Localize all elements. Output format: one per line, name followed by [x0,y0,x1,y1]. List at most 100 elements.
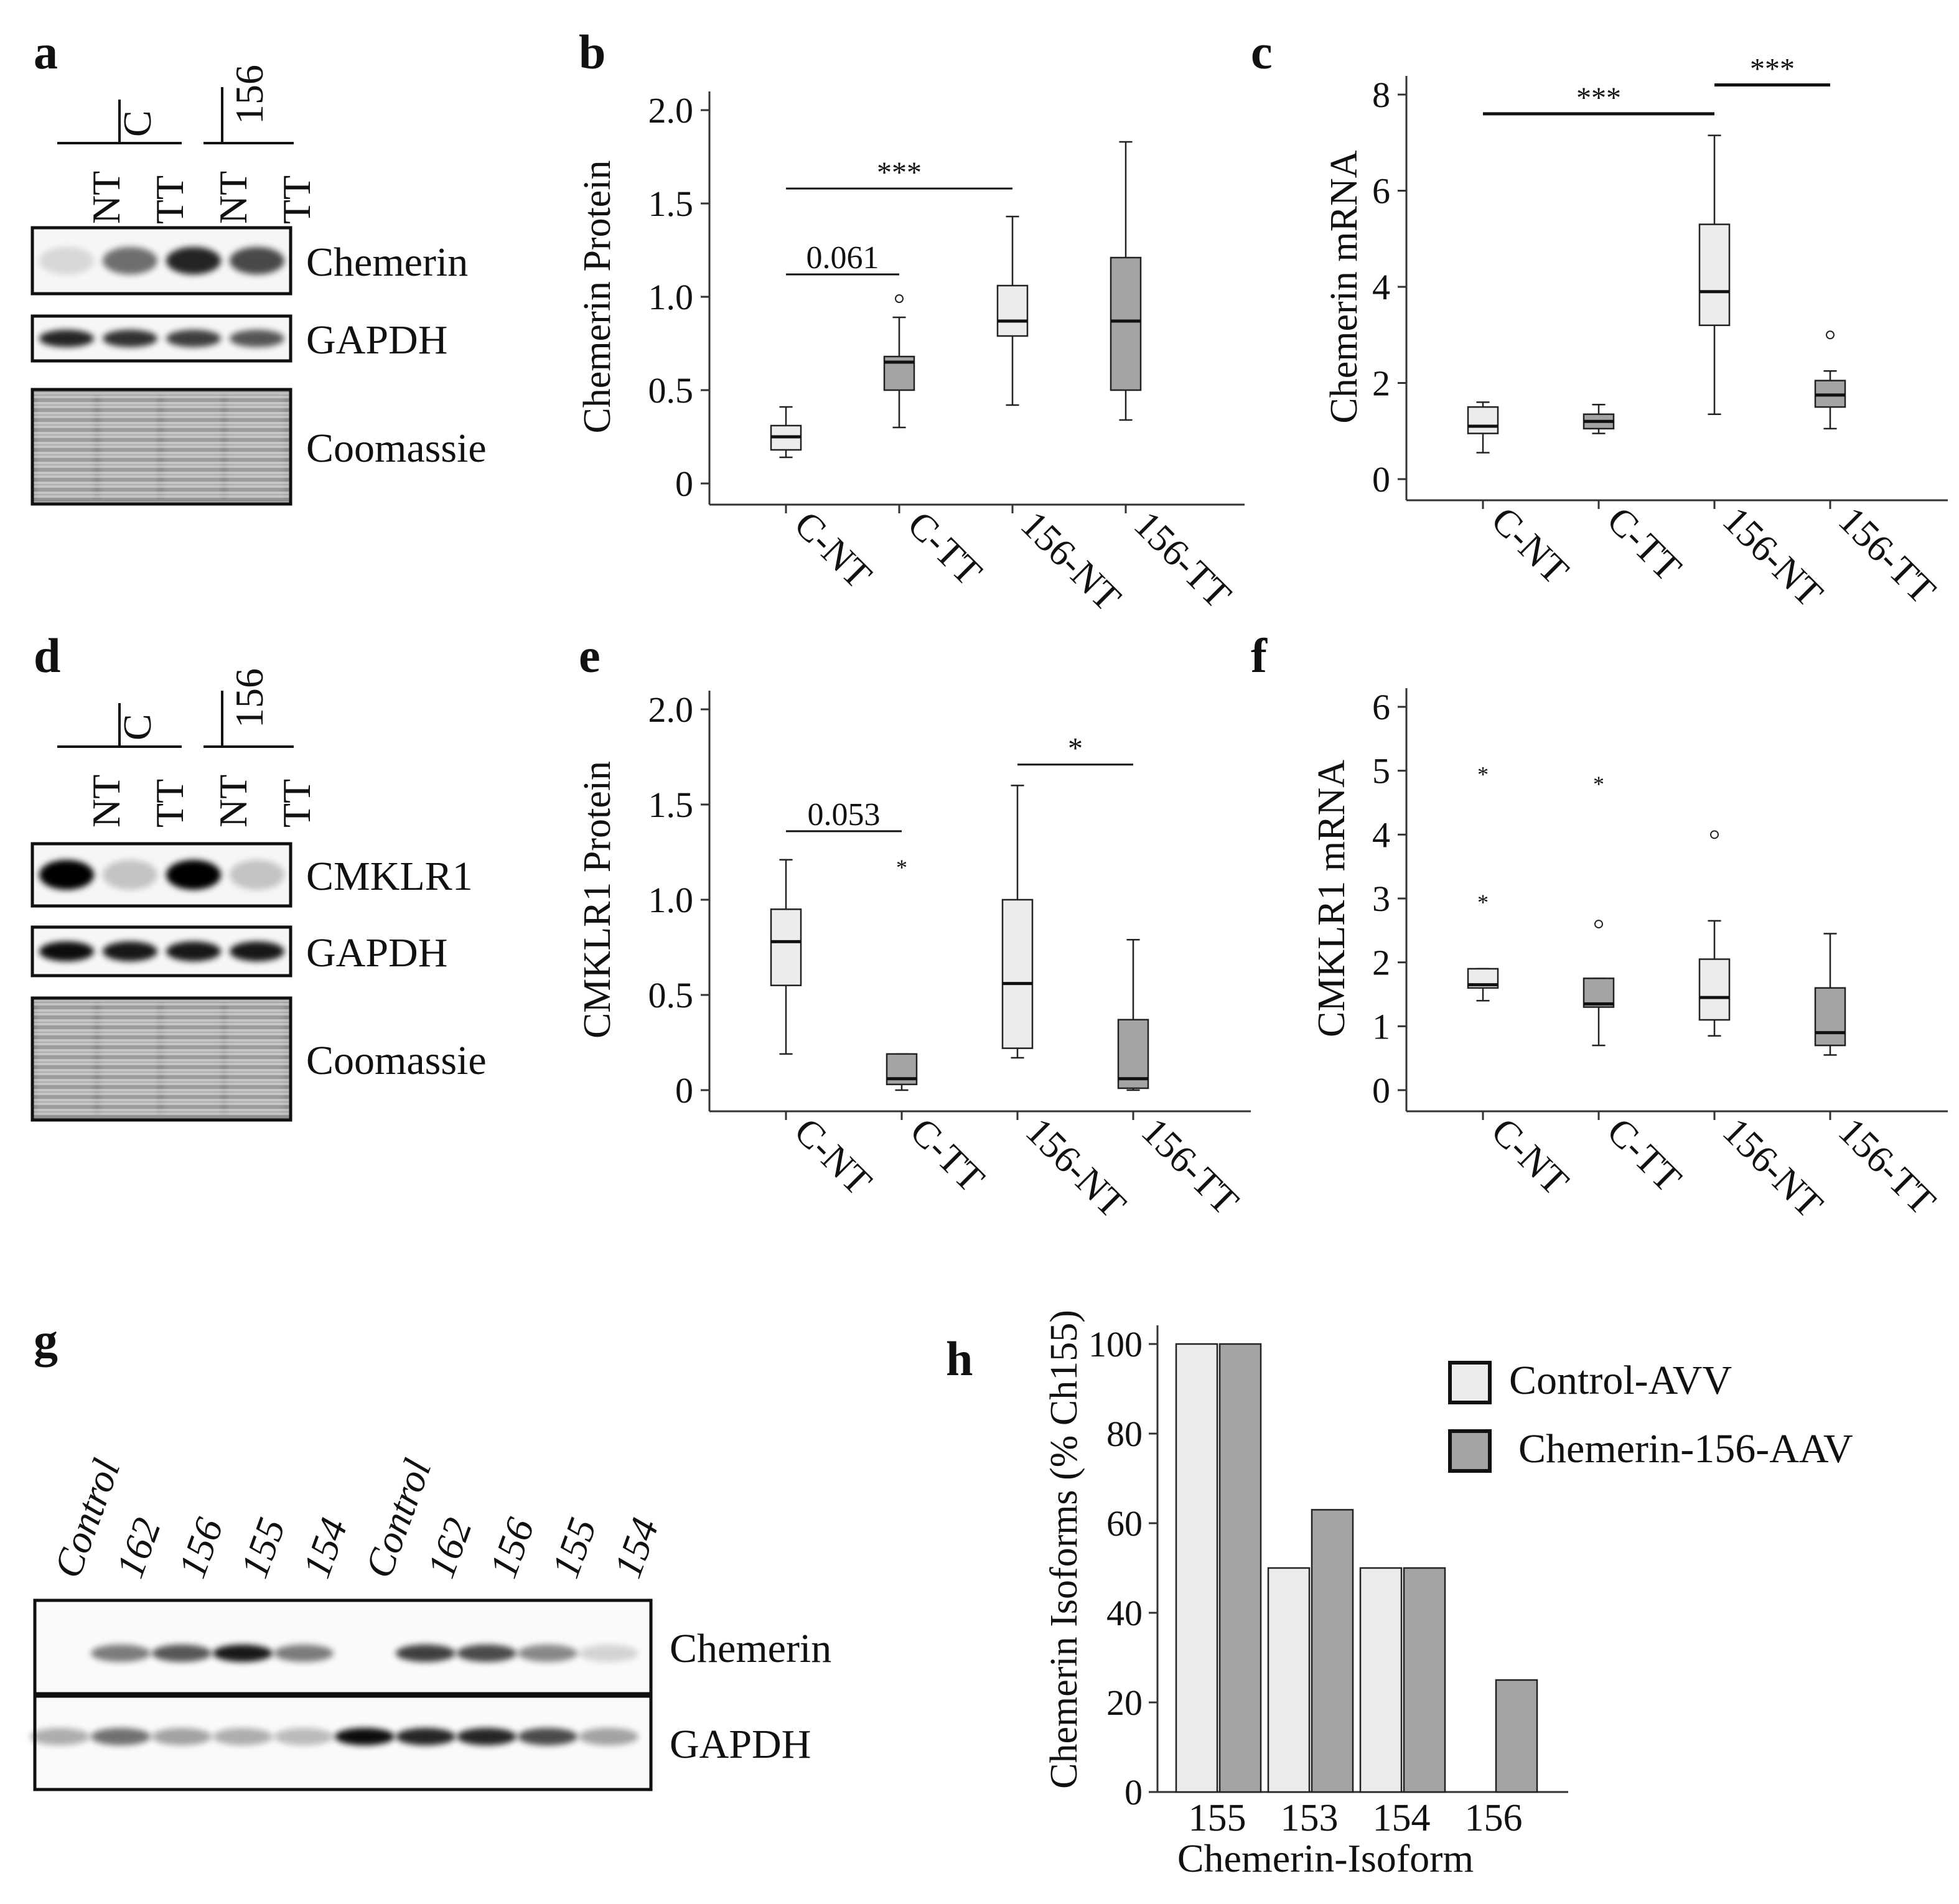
x-tick-label: 156 [1465,1797,1523,1839]
box-iqr [996,284,1029,337]
y-tick-label: 0 [675,1070,693,1111]
box-3 [996,215,1029,406]
significance-label: 0.053 [808,797,881,833]
bar-156-chemerin [1495,1679,1538,1793]
coomassie-lane [37,394,93,499]
box-1: ** [1467,762,1499,1002]
box-2: * [886,855,918,1091]
blot-frame [30,925,292,978]
outlier-star: * [1477,762,1489,787]
box-iqr [1117,1019,1149,1090]
y-tick-label: 20 [1106,1682,1143,1723]
box-4 [1117,939,1149,1091]
x-axis-title: Chemerin-Isoform [1177,1836,1474,1880]
blot-strip-chemerin: Chemerin [30,226,468,296]
protein-band [39,330,94,347]
outlier-star: * [1593,772,1604,796]
legend-swatch [1448,1429,1492,1473]
significance-label: *** [1576,82,1621,114]
outlier-circle [1826,330,1835,340]
x-tick-label: C-NT [1483,499,1576,592]
blot-strip-cmklr1: CMKLR1 [30,842,473,908]
protein-band [91,1645,151,1662]
panel-label-a: a [34,25,58,79]
x-tick-label: 154 [1373,1797,1431,1839]
protein-band [230,941,284,961]
coomassie-lane [228,394,284,499]
box-4 [1814,933,1846,1056]
y-tick-label: 3 [1372,879,1390,919]
boxplot-panel-b: 0 0.5 1.0 1.5 2.0 Chemerin Protein C-NT C-TT 156… [576,90,1245,620]
blot-strip-coomassie: Coomassie [30,996,487,1122]
box-iqr [1110,256,1142,391]
lane-label: 155 [231,1512,294,1583]
outlier-circle [1710,830,1719,839]
band-label: Coomassie [306,426,487,471]
bar-153-control [1267,1567,1311,1793]
significance-label: *** [1750,53,1795,86]
protein-band [230,860,284,890]
x-tick-label: C-NT [786,503,879,597]
legend-label: Chemerin-156-AAV [1518,1426,1853,1472]
lane-label: NT [211,171,255,224]
lane-label: 154 [294,1512,356,1583]
bar-153-chemerin [1311,1509,1354,1793]
x-tick-label: 156-NT [1714,499,1831,615]
panel-label-d: d [34,628,60,683]
coomassie-lane [37,1003,93,1115]
significance-label: *** [877,156,922,189]
y-tick-label: 60 [1106,1503,1143,1544]
x-tick-label: C-NT [1483,1110,1576,1203]
box-iqr [1698,223,1731,327]
coomassie-lane [101,394,157,499]
coomassie-lane [228,1003,284,1115]
x-tick-label: 156-NT [1714,1110,1831,1226]
protein-band [39,860,94,890]
box-iqr [1467,406,1499,434]
y-tick-label: 6 [1372,687,1390,727]
protein-band [213,1728,273,1745]
protein-band [166,330,221,347]
box-iqr [770,908,802,986]
blot-strip-gapdh: GAPDH [30,925,447,978]
blot-strip-gapdh: GAPDH [30,314,447,363]
protein-band [166,860,221,890]
box-3 [1001,785,1034,1059]
protein-band [518,1728,577,1745]
y-tick-label: 1.5 [648,785,694,825]
panel-label-c: c [1251,25,1273,79]
protein-band [396,1728,456,1745]
significance-bracket: *** [786,156,1012,190]
significance-bracket: * [1017,732,1133,766]
protein-band [579,1645,638,1662]
band-label: GAPDH [306,317,447,363]
coomassie-lane [101,1003,157,1115]
y-tick-label: 5 [1372,751,1390,791]
legend: Control-AVV Chemerin-156-AAV [1448,1358,1853,1473]
group-label: C [115,714,159,740]
lane-label: TT [274,175,319,224]
y-tick-label: 0 [1372,1070,1390,1111]
protein-band [103,941,157,961]
protein-band [274,1645,334,1662]
bar-154-control [1359,1567,1403,1793]
significance-label: * [1068,732,1083,765]
group-label: 156 [227,668,271,728]
x-tick-label: C-TT [902,1110,992,1200]
lane-label: TT [274,779,319,828]
lane-label: NT [84,775,128,828]
lane-label: 156 [169,1512,231,1583]
protein-band [518,1645,577,1662]
bar-155-control [1175,1343,1218,1793]
protein-band [457,1645,517,1662]
lane-label: 162 [107,1512,169,1583]
panel-label-f: f [1251,628,1268,683]
lane-label: 155 [543,1512,605,1583]
legend-swatch [1448,1361,1492,1404]
coomassie-lane [164,394,220,499]
protein-band [152,1645,212,1662]
